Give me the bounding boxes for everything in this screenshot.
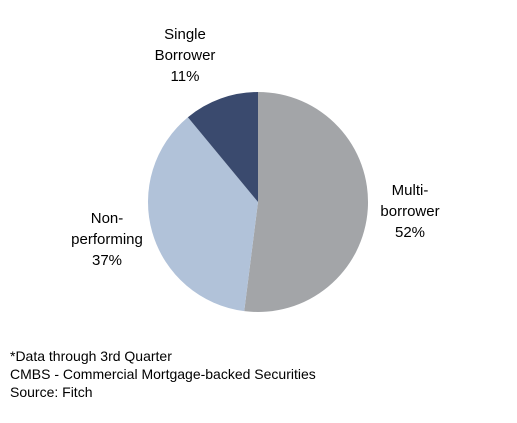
pie-slice-non-performing xyxy=(147,117,258,312)
slice-label-non-performing: Non- performing 37% xyxy=(52,208,162,271)
slice-label-line-1: Multi- xyxy=(391,182,429,199)
slice-label-line-2: performing xyxy=(71,231,143,248)
slice-label-line-1: Single xyxy=(164,26,206,43)
footnote-source: Source: Fitch xyxy=(10,384,93,400)
slice-label-line-2: Borrower xyxy=(154,47,216,64)
footnote-cmbs-definition: CMBS - Commercial Mortgage-backed Securi… xyxy=(10,366,316,382)
slice-label-line-2: borrower xyxy=(380,203,440,220)
slice-percent: 52% xyxy=(394,224,426,241)
pie-slice-multi-borrower xyxy=(244,92,369,312)
slice-label-multi-borrower: Multi- borrower 52% xyxy=(355,180,465,243)
slice-label-line-1: Non- xyxy=(90,210,124,227)
footnotes: *Data through 3rd Quarter CMBS - Commerc… xyxy=(10,347,316,401)
footnote-data-period: *Data through 3rd Quarter xyxy=(10,348,172,364)
slice-label-single-borrower: Single Borrower 11% xyxy=(130,24,240,87)
pie-slice-single-borrower xyxy=(187,92,258,202)
slice-percent: 37% xyxy=(91,252,123,269)
slice-percent: 11% xyxy=(170,68,200,85)
